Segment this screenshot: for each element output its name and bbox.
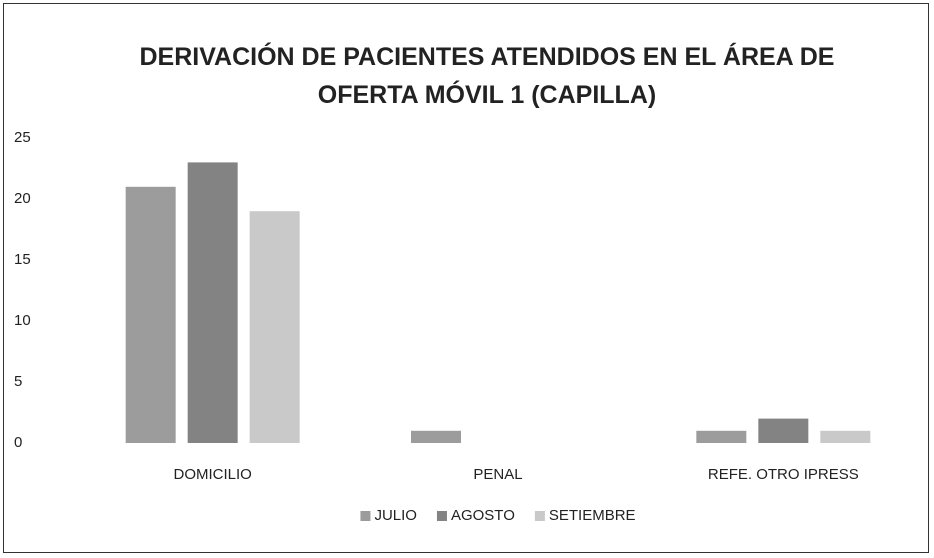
bar (820, 430, 871, 443)
bar (125, 186, 176, 444)
legend-swatch (436, 511, 447, 521)
x-tick-label: DOMICILIO (173, 466, 251, 483)
chart-title: DERIVACIÓN DE PACIENTES ATENDIDOS EN EL … (139, 43, 835, 109)
y-tick-label: 0 (14, 434, 22, 451)
x-tick-label: PENAL (473, 466, 522, 483)
y-tick-label: 25 (14, 129, 31, 146)
y-tick-label: 10 (14, 312, 31, 329)
bar (187, 162, 238, 443)
bar (758, 418, 809, 443)
y-tick-label: 5 (14, 373, 22, 390)
legend-label: AGOSTO (451, 507, 515, 524)
legend-label: SETIEMBRE (549, 507, 636, 524)
bar (411, 430, 461, 443)
legend-swatch (360, 511, 371, 521)
chart-frame (3, 3, 929, 553)
legend-swatch (534, 511, 545, 521)
legend-label: JULIO (374, 507, 417, 524)
bar (696, 430, 747, 443)
y-tick-label: 15 (14, 251, 31, 268)
x-tick-label: REFE. OTRO IPRESS (708, 466, 859, 483)
bar (249, 211, 300, 443)
y-tick-label: 20 (14, 190, 31, 207)
